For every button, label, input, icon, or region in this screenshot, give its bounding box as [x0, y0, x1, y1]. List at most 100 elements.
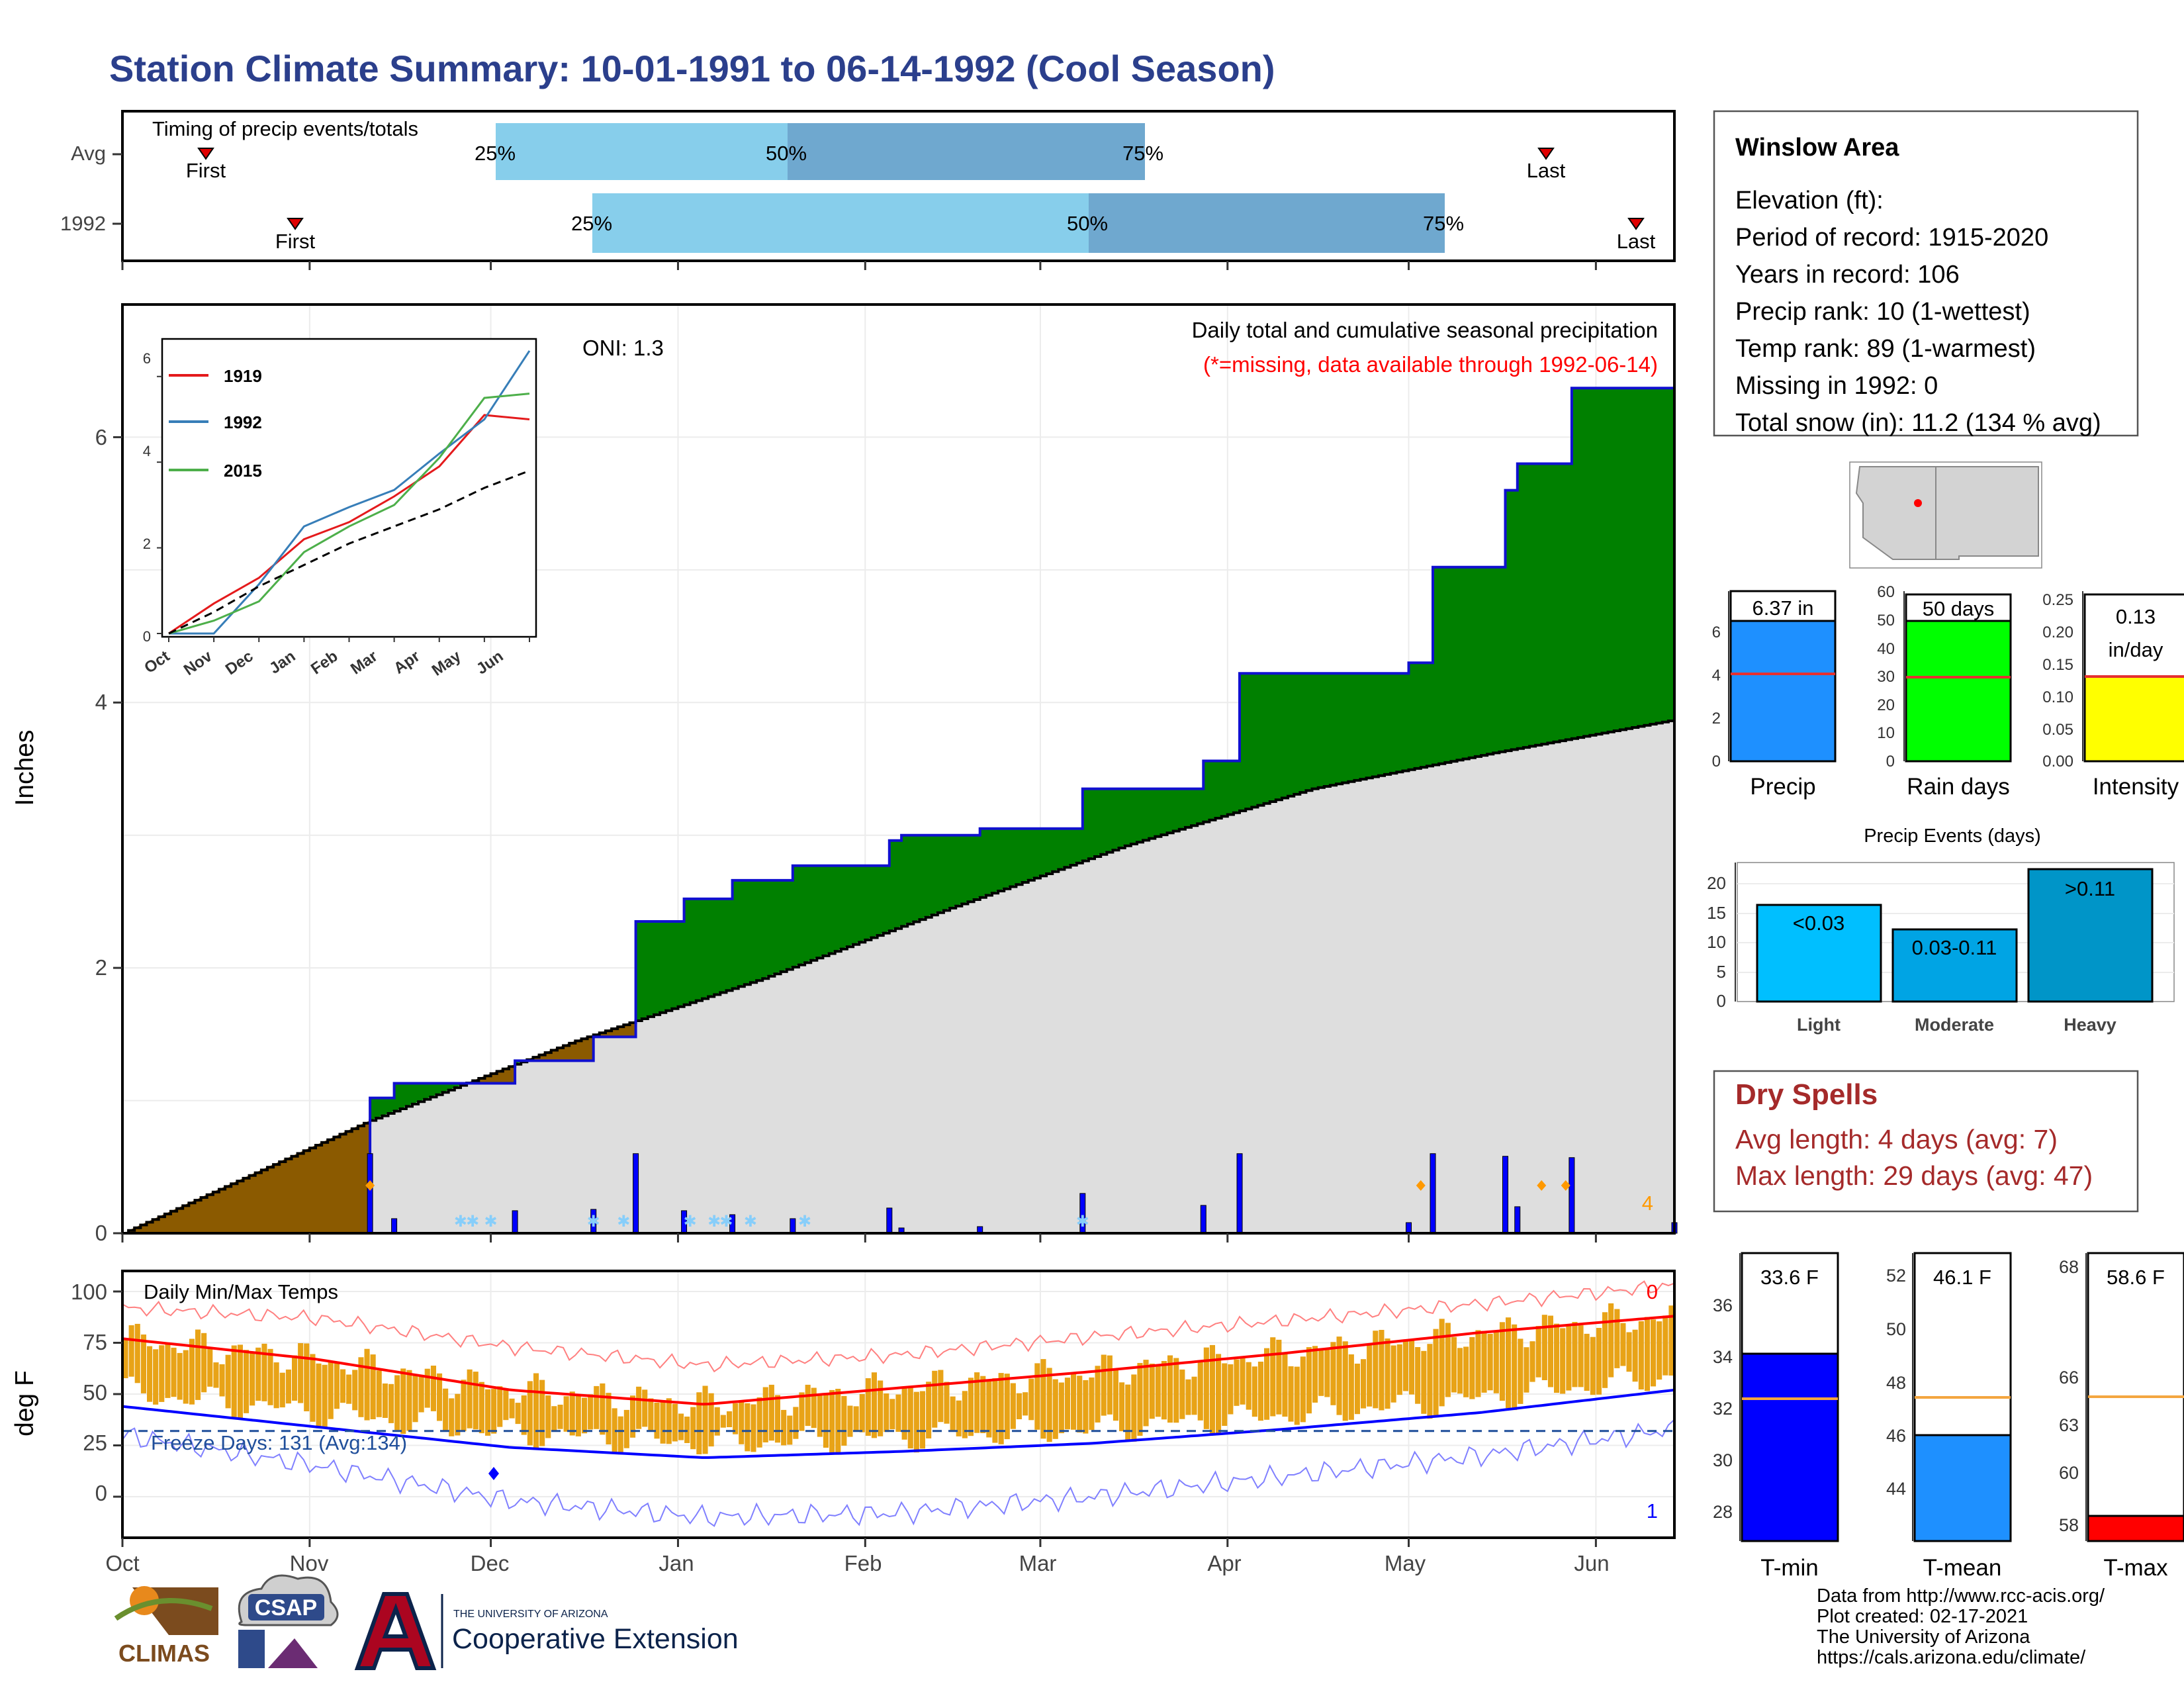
summary-raindays: 50 days Rain days	[1905, 593, 2012, 800]
month-label: Nov	[290, 1551, 329, 1575]
tmean-summary-tick: 52	[1886, 1266, 1906, 1286]
temp-range-bar	[1312, 1346, 1318, 1403]
intensity-value-text: 0.13	[2116, 605, 2156, 628]
intensity-summary-tick: 0.20	[2042, 624, 2073, 641]
temp-range-bar	[1644, 1317, 1650, 1391]
temp-range-bar	[781, 1409, 787, 1446]
temp-range-bar	[1566, 1325, 1572, 1391]
inset-y-tick-label: 2	[143, 536, 151, 552]
tmax-value-text: 58.6 F	[2107, 1266, 2165, 1289]
temp-range-bar	[1040, 1359, 1046, 1439]
dry-spells-avg: Avg length: 4 days (avg: 7)	[1735, 1124, 2058, 1154]
temp-range-bar	[443, 1388, 449, 1431]
temp-range-bar	[273, 1362, 279, 1409]
temp-range-bar	[853, 1406, 859, 1432]
timing-avg-first-label: First	[186, 159, 226, 182]
station-line: Years in record: 106	[1735, 261, 1960, 289]
tmean-bar	[1913, 1434, 2012, 1542]
event-diamond-marker	[1416, 1180, 1426, 1191]
inset-line-1992	[169, 350, 531, 635]
temp-range-bar	[533, 1373, 539, 1450]
inset-axes	[157, 375, 530, 642]
temp-range-bar	[793, 1407, 799, 1439]
temp-range-bar	[1469, 1336, 1475, 1399]
inset-lines	[168, 350, 531, 635]
new-mexico-shape	[1935, 466, 2039, 560]
temp-range-bar	[727, 1411, 733, 1427]
tmean-summary-tick: 44	[1886, 1479, 1906, 1499]
daily-precip-bar	[790, 1218, 796, 1234]
temp-range-bar	[316, 1363, 322, 1429]
inset-y-tick-label: 0	[143, 628, 151, 645]
station-line: Precip rank: 10 (1-wettest)	[1735, 298, 2030, 326]
temp-range-bar	[913, 1391, 919, 1453]
temp-range-bar	[774, 1395, 780, 1443]
temp-range-bar	[1155, 1366, 1161, 1417]
precip-y-tick-label: 6	[95, 425, 107, 449]
temp-range-bar	[1125, 1384, 1131, 1440]
temp-range-bar	[279, 1372, 285, 1408]
precip-value-box	[1729, 590, 1837, 622]
temp-range-bar	[382, 1383, 388, 1418]
record-min-line	[122, 1419, 1675, 1527]
temp-range-bar	[134, 1323, 140, 1383]
temp-range-bar	[962, 1391, 968, 1438]
temp-range-bar	[219, 1364, 225, 1397]
events-tick: 15	[1707, 903, 1726, 923]
temp-range-bar	[1089, 1377, 1095, 1430]
temp-range-bar	[751, 1404, 756, 1452]
temp-range-bar	[322, 1364, 328, 1428]
temp-range-bar	[889, 1399, 895, 1430]
temp-range-bar	[1251, 1366, 1257, 1417]
summary-precip: 6.37 in Precip	[1729, 590, 1837, 800]
temp-range-bar	[1324, 1348, 1330, 1397]
temp-range-bar	[183, 1350, 189, 1404]
temp-range-bar	[370, 1354, 376, 1419]
temp-range-bar	[648, 1398, 654, 1432]
temp-range-bar	[244, 1350, 250, 1413]
temp-range-bar	[1638, 1321, 1644, 1389]
daily-precip-bar	[1430, 1153, 1436, 1234]
temp-range-bar	[980, 1376, 986, 1433]
temp-range-bar	[261, 1343, 267, 1401]
locator-map	[1849, 461, 2042, 569]
temp-range-bar	[756, 1397, 762, 1448]
station-info-box: Winslow Area Elevation (ft): Period of r…	[1713, 110, 2139, 437]
events-bar-light	[1756, 904, 1882, 1003]
event-diamond-marker	[1561, 1180, 1570, 1191]
events-bar-moderate-text: 0.03-0.11	[1912, 936, 1997, 959]
intensity-bar-label: Intensity	[2093, 774, 2179, 800]
temp-range-bar	[298, 1343, 304, 1403]
temp-top-count: 0	[1647, 1280, 1658, 1303]
precip-corner-count: 4	[1642, 1192, 1653, 1215]
temp-range-bar	[1083, 1380, 1089, 1434]
temp-range-bar	[1113, 1368, 1118, 1421]
tmin-summary-tick: 28	[1713, 1502, 1733, 1522]
timing-month-ticks	[121, 261, 1597, 270]
tmin-summary-tick: 36	[1713, 1295, 1733, 1315]
temp-range-bar	[159, 1345, 165, 1402]
temp-range-bar	[478, 1382, 484, 1434]
precip-events-chart: Precip Events (days) <0.03 0.03-0.11 >0.…	[1737, 825, 2175, 1035]
temp-range-bar	[340, 1369, 346, 1403]
summary-tick-labels: 0 2 4 6 0 10 20 30 40 50 60 0.00 0.05 0.…	[1707, 583, 2079, 1535]
temp-y-axis	[113, 1290, 122, 1498]
events-tick: 5	[1717, 962, 1726, 982]
temp-range-bar	[950, 1396, 956, 1430]
temp-range-bar	[907, 1387, 913, 1449]
precip-x-ticks	[121, 1233, 1597, 1243]
temp-range-bar	[1010, 1383, 1016, 1429]
temp-range-bar	[1541, 1315, 1547, 1380]
temp-range-bar	[762, 1387, 768, 1442]
timing-1992-bar-50-75	[1089, 193, 1445, 253]
tmax-summary: 58.6 F T-max	[2087, 1252, 2184, 1581]
temp-range-bar	[823, 1394, 829, 1448]
precip-y-tick-label: 0	[95, 1221, 107, 1245]
temp-range-bar	[938, 1370, 944, 1423]
temp-range-bar	[1058, 1382, 1064, 1434]
timing-1992-first-marker	[287, 218, 304, 230]
temp-range-bar	[455, 1393, 461, 1436]
temp-range-bar	[388, 1383, 394, 1423]
events-tick: 10	[1707, 932, 1726, 952]
raindays-summary-tick: 50	[1877, 612, 1895, 630]
